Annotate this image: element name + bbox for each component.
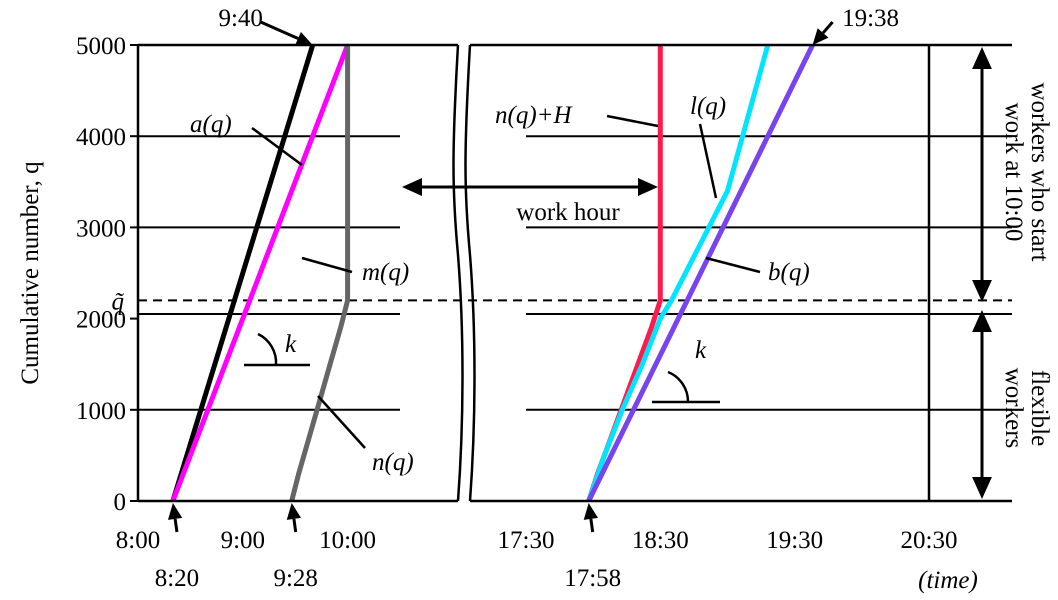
callout-bottom-arrow-0-shaft <box>173 518 179 533</box>
group-upper-arrow-top-head <box>972 47 992 69</box>
callout-top-label-0: 9:40 <box>218 5 262 32</box>
grid-layer <box>138 135 1012 411</box>
series-bq-5 <box>586 43 815 503</box>
x-axis-title: (time) <box>918 567 978 594</box>
group-upper-label-line1: workers who start <box>1026 82 1053 261</box>
xtick-label-morning-1: 9:00 <box>221 527 265 554</box>
ytick-label-4: 4000 <box>76 124 126 151</box>
series-label-leader-0 <box>251 126 303 167</box>
ytick-label-0: 0 <box>114 489 127 516</box>
xtick-label-evening-2: 19:30 <box>766 527 823 554</box>
ytick-label-5: 5000 <box>76 33 126 60</box>
annotation-layer <box>167 20 992 533</box>
callout-bottom-arrow-1-shaft <box>292 518 298 533</box>
series-label-leader-4 <box>698 123 718 199</box>
series-label-0: a(q) <box>190 111 232 138</box>
group-lower-arrow-top-head <box>972 310 992 332</box>
series-mq-1 <box>170 44 350 502</box>
callout-bottom-arrow-0-head <box>167 503 183 520</box>
series-label-1: m(q) <box>362 259 409 286</box>
series-label-3: n(q)+H <box>495 102 574 129</box>
slope-label-evening: k <box>695 337 707 364</box>
callout-bottom-arrow-2-head <box>583 503 599 520</box>
callout-top-arrow-1-shaft <box>821 21 834 34</box>
y-axis-title: Cumulative number, q <box>17 161 44 385</box>
group-lower-arrow-bottom-head <box>972 477 992 499</box>
xtick-label-evening-3: 20:30 <box>901 527 958 554</box>
callout-bottom-arrow-1-head <box>286 503 302 520</box>
callout-top-arrow-0-head <box>295 31 313 46</box>
text-layer: 0 1000 2000 3000 4000 5000 Cumulative number, … <box>17 5 1053 594</box>
series-aq-0 <box>170 44 316 502</box>
slope-label-morning: k <box>285 331 297 358</box>
xtick-label-evening-1: 18:30 <box>632 527 689 554</box>
group-upper-label-line2: work at 10:00 <box>1000 103 1027 242</box>
xtick-label-morning-2: 10:00 <box>319 527 376 554</box>
xtick-label-evening-0: 17:30 <box>498 527 555 554</box>
series-label-leader-1 <box>301 256 353 274</box>
callout-top-arrow-1-head <box>812 28 829 45</box>
series-label-leader-2 <box>317 395 366 449</box>
q-tilde-label: q̃ <box>112 288 125 315</box>
series-label-leader-5 <box>705 256 761 274</box>
slope-arc-evening <box>667 370 690 403</box>
series-label-4: l(q) <box>690 93 726 120</box>
ytick-label-1: 1000 <box>76 398 126 425</box>
work-hour-arrow-left-head <box>402 178 422 196</box>
series-label-2: n(q) <box>372 449 414 476</box>
axis-break-right <box>464 44 476 502</box>
ytick-label-3: 3000 <box>76 215 126 242</box>
callout-bottom-label-2: 17:58 <box>564 565 621 592</box>
ytick-label-2: 2000 <box>76 307 126 334</box>
callout-bottom-label-0: 8:20 <box>155 565 199 592</box>
callout-top-arrow-0-shaft <box>260 20 299 40</box>
callout-bottom-label-1: 9:28 <box>273 565 317 592</box>
axis-break-left <box>452 44 464 502</box>
group-lower-label-line2: workers <box>1000 368 1027 449</box>
series-lq-4 <box>586 44 771 502</box>
series-layer <box>170 43 815 503</box>
callout-bottom-arrow-2-shaft <box>589 518 595 533</box>
group-lower-label-line1: flexible <box>1026 370 1053 446</box>
series-label-5: b(q) <box>768 259 810 286</box>
frame-layer <box>130 43 1012 503</box>
xtick-label-morning-0: 8:00 <box>116 527 160 554</box>
callout-top-label-1: 19:38 <box>842 5 899 32</box>
series-nq-2 <box>289 45 351 502</box>
slope-arc-morning <box>257 332 278 366</box>
work-hour-label: work hour <box>516 199 620 226</box>
group-upper-arrow-bottom-head <box>972 280 992 302</box>
series-label-leader-3 <box>606 114 659 128</box>
work-hour-arrow-right-head <box>638 178 658 196</box>
